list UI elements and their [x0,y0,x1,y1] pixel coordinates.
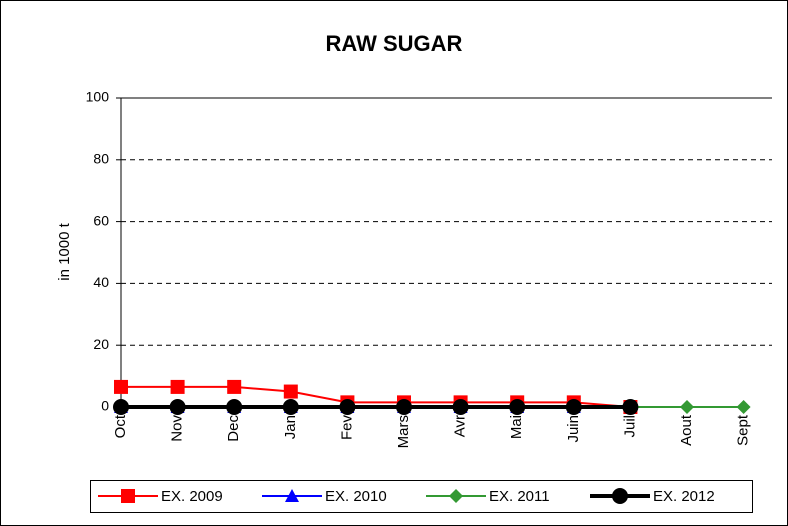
marker [283,384,298,399]
marker [680,400,694,414]
legend-label: EX. 2011 [489,488,550,505]
marker [565,399,582,415]
marker [622,399,639,415]
x-tick-label: Dec [225,415,242,442]
marker [339,399,356,415]
marker [285,489,299,502]
x-tick-label: Oct [112,414,129,438]
marker [113,399,129,415]
marker [114,379,128,394]
chart-title: RAW SUGAR [326,31,463,56]
x-tick-label: Jan [282,415,299,439]
marker [169,399,186,415]
x-tick-label: Mars [395,415,412,448]
y-tick-label: 80 [93,151,109,167]
x-tick-label: Juil [621,415,638,438]
marker [121,489,135,503]
marker [452,399,469,415]
y-tick-label: 100 [86,89,110,105]
marker [282,399,299,415]
y-tick-label: 20 [93,336,109,352]
marker [612,488,628,504]
legend-label: EX. 2009 [161,488,223,505]
x-tick-label: Nov [169,415,186,442]
marker [396,399,412,415]
y-tick-label: 40 [93,274,109,290]
x-tick-label: Aout [678,414,695,446]
series-line [121,385,631,408]
marker [449,489,463,503]
y-tick-label: 0 [101,398,109,414]
marker [509,399,526,415]
legend-label: EX. 2010 [325,488,387,505]
marker [736,400,751,414]
marker [227,379,242,394]
x-tick-label: Mai [508,415,525,439]
x-tick-label: Sept [735,414,752,446]
y-axis-label: in 1000 t [56,222,73,280]
legend-label: EX. 2012 [653,488,715,505]
x-tick-label: Fev [338,415,355,441]
marker [170,379,185,394]
y-tick-label: 60 [93,212,109,228]
x-tick-label: Juin [565,415,582,443]
marker [226,399,243,415]
x-tick-label: Avr [452,415,469,437]
